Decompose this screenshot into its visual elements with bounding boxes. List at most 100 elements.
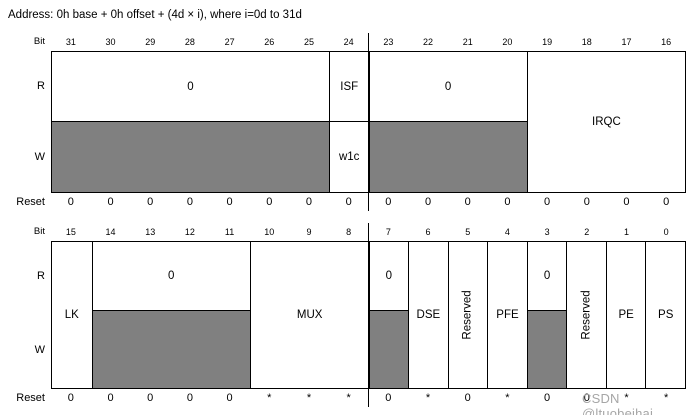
irqc-label: IRQC <box>592 116 621 128</box>
read-zero-label: 0 <box>187 80 194 93</box>
field-zero-bits-31-25: 0 <box>52 52 329 192</box>
write-only-area <box>52 122 329 192</box>
field-isf: ISF w1c <box>328 52 369 192</box>
reset-value: * <box>664 392 669 404</box>
pe-label: PE <box>618 309 634 321</box>
bit-number: 1 <box>623 227 629 237</box>
field-zero-bits-14-11: 0 <box>91 242 250 388</box>
bit-number: 9 <box>306 227 312 237</box>
reset-value: * <box>306 392 312 404</box>
bit-number: 31 <box>65 37 76 47</box>
reset-value: 0 <box>147 392 154 404</box>
reset-value: 0 <box>663 196 670 208</box>
field-reserved-bit-2: Reserved <box>566 242 606 388</box>
dse-label: DSE <box>416 309 441 321</box>
read-zero-label: 0 <box>167 269 175 282</box>
reset-value: 0 <box>107 196 114 208</box>
field-reserved-bit-5: Reserved <box>447 242 488 388</box>
read-row-cell: 0 <box>527 242 567 311</box>
field-irqc: IRQC <box>526 52 685 192</box>
row-label-reset: Reset <box>16 392 45 404</box>
bit-number: 30 <box>105 37 116 47</box>
read-row-cell: 0 <box>52 52 329 122</box>
bit-number: 19 <box>542 37 553 47</box>
mux-label: MUX <box>296 309 323 321</box>
ps-label: PS <box>658 309 674 321</box>
bit-number: 14 <box>105 227 116 237</box>
lk-label: LK <box>64 309 79 321</box>
row-label-read: R <box>37 80 45 92</box>
row-label-bit: Bit <box>33 226 45 237</box>
write-only-area <box>92 310 250 388</box>
write-only-area <box>527 310 567 388</box>
field-zero-bits-23-20: 0 <box>368 52 527 192</box>
bit-number: 21 <box>462 37 473 47</box>
reset-value: * <box>267 392 272 404</box>
read-row-cell: ISF <box>329 52 369 122</box>
reset-value: 0 <box>67 392 74 404</box>
reset-row: 0 0 0 0 0 0 0 0 0 0 0 0 0 0 0 0 <box>51 193 686 211</box>
reset-value: 0 <box>544 392 551 404</box>
row-label-write: W <box>34 344 45 356</box>
reset-value: 0 <box>226 392 233 404</box>
reset-value: 0 <box>544 196 551 208</box>
bit-number-row: 15 14 13 12 11 10 9 8 7 6 5 4 3 2 1 0 <box>51 223 686 241</box>
bit-number: 4 <box>504 227 510 237</box>
reset-value: 0 <box>186 196 193 208</box>
watermark: CSDN @ltuobeihai <box>582 391 654 415</box>
register-diagram-low-word: Bit R W Reset 15 14 13 12 11 10 9 8 7 6 … <box>16 223 686 407</box>
bit-number: 10 <box>264 227 275 237</box>
reserved-label: Reserved <box>461 290 474 340</box>
read-write-box-high: 0 ISF w1c 0 IRQC <box>51 51 686 193</box>
reset-value: 0 <box>583 392 590 404</box>
field-zero-bit-7: 0 <box>368 242 409 388</box>
reset-value: 0 <box>623 196 630 208</box>
bit-number: 28 <box>184 37 195 47</box>
bit-number: 3 <box>544 227 550 237</box>
bit-number: 25 <box>303 37 314 47</box>
reset-value: 0 <box>464 392 471 404</box>
bit-number: 2 <box>584 227 590 237</box>
bit-number: 23 <box>383 37 394 47</box>
bit-number: 12 <box>184 227 195 237</box>
isf-label: ISF <box>340 80 359 93</box>
field-dse: DSE <box>408 242 448 388</box>
field-ps: PS <box>645 242 685 388</box>
read-zero-label: 0 <box>543 269 551 282</box>
read-row-cell: 0 <box>92 242 250 311</box>
bit-number: 20 <box>502 37 513 47</box>
row-label-bit: Bit <box>33 36 45 47</box>
address-line: Address: 0h base + 0h offset + (4d × i),… <box>8 9 302 21</box>
w1c-label: w1c <box>338 151 360 163</box>
read-row-cell: 0 <box>369 242 409 311</box>
row-label-read: R <box>37 270 45 282</box>
read-zero-label: 0 <box>444 80 452 93</box>
write-only-area <box>369 310 409 388</box>
bit-number: 8 <box>346 227 352 237</box>
bit-number: 11 <box>224 227 235 237</box>
field-zero-bit-3: 0 <box>526 242 567 388</box>
reset-value: 0 <box>464 196 471 208</box>
pfe-label: PFE <box>496 309 519 321</box>
bit-number: 0 <box>663 227 669 237</box>
reset-value: * <box>425 392 431 404</box>
bit-number: 22 <box>423 37 434 47</box>
bit-number: 26 <box>264 37 275 47</box>
bit-number: 5 <box>465 227 471 237</box>
row-label-reset: Reset <box>16 196 45 208</box>
register-diagram-high-word: Bit R W Reset 31 30 29 28 27 26 25 24 23… <box>16 33 686 211</box>
reset-value: 0 <box>504 196 511 208</box>
bit-number: 27 <box>224 37 235 47</box>
reset-value: * <box>624 392 629 404</box>
read-zero-label: 0 <box>385 269 392 282</box>
field-pe: PE <box>605 242 646 388</box>
reset-value: 0 <box>305 196 313 208</box>
row-label-write: W <box>34 151 45 163</box>
bit-number: 29 <box>145 37 156 47</box>
bit-number: 15 <box>65 227 76 237</box>
reset-value: 0 <box>147 196 154 208</box>
field-pfe: PFE <box>487 242 527 388</box>
reset-value: 0 <box>67 196 74 208</box>
reset-value: * <box>346 392 351 404</box>
